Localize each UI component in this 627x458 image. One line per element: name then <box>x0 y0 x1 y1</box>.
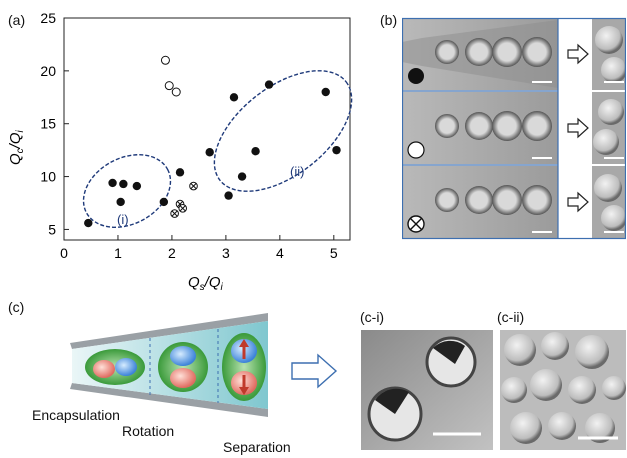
data-point-filled <box>108 178 117 188</box>
y-tick-label: 5 <box>48 221 56 237</box>
channel-wall-top <box>70 313 268 349</box>
x-tick-label: 3 <box>222 245 230 261</box>
microscopy-panel-b <box>402 17 626 240</box>
phase-diagram-chart: 5 10 15 20 25 0 1 2 3 4 5 (i) (ii) Qs/Qi Qc/Qi <box>7 10 353 292</box>
rotation-droplet <box>158 342 208 392</box>
data-point-filled <box>84 218 93 228</box>
x-tick-label: 2 <box>168 245 176 261</box>
region-ii-ellipse <box>213 70 353 192</box>
data-point-crossed <box>178 203 188 213</box>
data-point-filled <box>159 197 169 207</box>
data-point-open <box>171 87 181 97</box>
x-tick-label: 1 <box>114 245 122 261</box>
data-point-crossed <box>170 209 179 218</box>
data-point-filled <box>264 80 274 89</box>
separation-droplet <box>222 333 266 401</box>
data-point-filled <box>237 172 247 181</box>
data-point-filled <box>321 87 330 97</box>
data-point-filled <box>116 197 125 207</box>
arrow-icon <box>567 43 589 213</box>
data-point-filled <box>251 147 260 156</box>
data-point-open <box>164 81 174 91</box>
panel-label-c-i: (c-i) <box>360 309 385 325</box>
process-arrow-icon <box>291 353 338 389</box>
data-point-filled <box>224 191 233 200</box>
data-point-filled <box>229 93 239 102</box>
open-marker-icon <box>407 141 425 159</box>
micro-row-2 <box>402 92 558 164</box>
x-tick-label: 5 <box>330 245 338 261</box>
encapsulation-droplet <box>85 349 145 385</box>
region-ii-label: (ii) <box>290 164 304 179</box>
label-rotation: Rotation <box>122 423 175 439</box>
micro-crop-2 <box>592 92 626 164</box>
panel-label-a: (a) <box>8 12 26 28</box>
device-schematic <box>70 313 338 417</box>
panel-label-c: (c) <box>8 299 25 315</box>
data-point-filled <box>205 148 214 157</box>
up-arrow-icon <box>239 339 249 347</box>
crossed-marker-icon <box>407 215 425 233</box>
plot-frame <box>63 17 351 241</box>
y-axis-label: Qc/Qi <box>7 129 26 165</box>
data-point-filled <box>332 145 341 155</box>
x-tick-label: 0 <box>60 245 68 261</box>
y-tick-label: 10 <box>40 169 56 185</box>
data-point-filled <box>175 168 185 177</box>
data-point-crossed <box>189 181 198 191</box>
filled-marker-icon <box>408 68 424 84</box>
x-tick-label: 4 <box>276 245 284 261</box>
label-separation: Separation <box>223 439 291 455</box>
y-tick-label: 25 <box>40 10 56 26</box>
micrograph-c-i <box>361 330 493 450</box>
x-axis-label: Qs/Qi <box>188 274 224 292</box>
data-point-filled <box>132 181 142 191</box>
panel-label-c-ii: (c-ii) <box>497 309 525 325</box>
panel-label-b: (b) <box>380 12 398 28</box>
label-encapsulation: Encapsulation <box>32 407 120 423</box>
micro-crop-3 <box>592 166 626 238</box>
micro-row-3 <box>402 166 558 238</box>
region-i-ellipse <box>82 154 172 228</box>
y-tick-label: 15 <box>40 116 56 132</box>
micro-row-1 <box>402 18 558 90</box>
micro-crop-1 <box>592 18 626 90</box>
y-tick-label: 20 <box>40 63 56 79</box>
region-i-label: (i) <box>117 212 129 227</box>
down-arrow-icon <box>239 387 249 395</box>
micrograph-c-ii <box>500 330 626 450</box>
channel-wall-bottom <box>70 383 268 417</box>
data-point-open <box>160 55 170 65</box>
data-point-filled <box>119 179 128 189</box>
